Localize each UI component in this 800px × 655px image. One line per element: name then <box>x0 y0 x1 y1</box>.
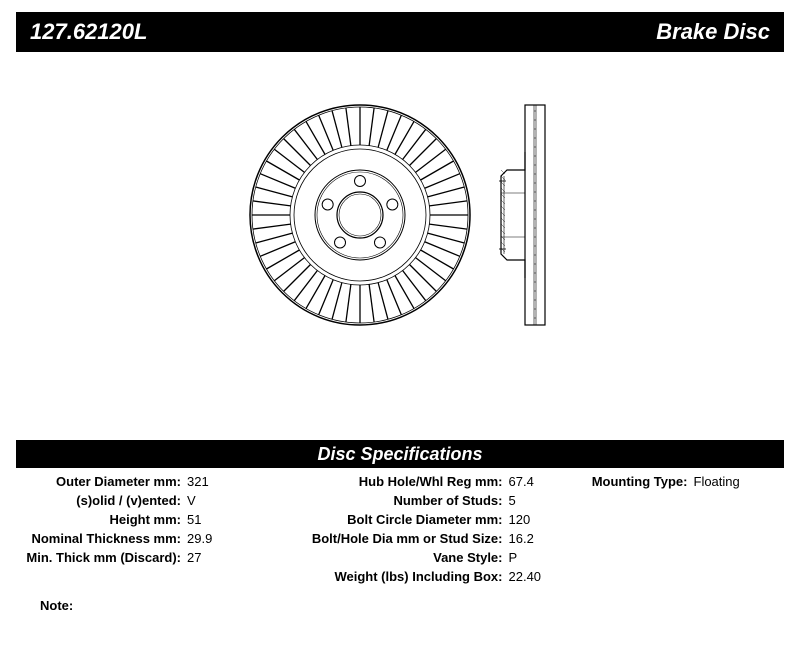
spec-label: Outer Diameter mm: <box>16 474 181 489</box>
spec-value: 67.4 <box>503 474 534 489</box>
spec-section-header: Disc Specifications <box>16 440 784 468</box>
spec-column-3: Mounting Type:Floating <box>573 474 784 584</box>
spec-value: 321 <box>181 474 209 489</box>
spec-value: 51 <box>181 512 201 527</box>
spec-column-1: Outer Diameter mm:321(s)olid / (v)ented:… <box>16 474 275 584</box>
spec-row: Min. Thick mm (Discard):27 <box>16 550 275 565</box>
spec-value: V <box>181 493 196 508</box>
spec-row: Bolt Circle Diameter mm:120 <box>283 512 565 527</box>
spec-value: 27 <box>181 550 201 565</box>
spec-row: Vane Style:P <box>283 550 565 565</box>
technical-diagram <box>0 60 800 370</box>
spec-label: Bolt Circle Diameter mm: <box>283 512 503 527</box>
spec-row: Outer Diameter mm:321 <box>16 474 275 489</box>
spec-label: Bolt/Hole Dia mm or Stud Size: <box>283 531 503 546</box>
spec-label: Mounting Type: <box>573 474 688 489</box>
header-bar: 127.62120L Brake Disc <box>16 12 784 52</box>
note-row: Note: <box>40 598 73 613</box>
spec-row: Height mm:51 <box>16 512 275 527</box>
spec-label: Nominal Thickness mm: <box>16 531 181 546</box>
spec-value: 29.9 <box>181 531 212 546</box>
spec-label: Vane Style: <box>283 550 503 565</box>
spec-label: Hub Hole/Whl Reg mm: <box>283 474 503 489</box>
spec-row: Hub Hole/Whl Reg mm:67.4 <box>283 474 565 489</box>
spec-column-2: Hub Hole/Whl Reg mm:67.4Number of Studs:… <box>283 474 565 584</box>
spec-row: (s)olid / (v)ented:V <box>16 493 275 508</box>
spec-value: P <box>503 550 518 565</box>
spec-grid: Outer Diameter mm:321(s)olid / (v)ented:… <box>16 474 784 584</box>
spec-label: Height mm: <box>16 512 181 527</box>
spec-row: Number of Studs:5 <box>283 493 565 508</box>
spec-label: (s)olid / (v)ented: <box>16 493 181 508</box>
rotor-front-view <box>245 100 475 330</box>
rotor-side-profile <box>495 100 555 330</box>
spec-label: Weight (lbs) Including Box: <box>283 569 503 584</box>
spec-row: Nominal Thickness mm:29.9 <box>16 531 275 546</box>
spec-row: Weight (lbs) Including Box:22.40 <box>283 569 565 584</box>
part-number: 127.62120L <box>30 19 147 45</box>
spec-value: 120 <box>503 512 531 527</box>
product-name: Brake Disc <box>656 19 770 45</box>
note-label: Note: <box>40 598 73 613</box>
spec-value: 22.40 <box>503 569 542 584</box>
spec-label: Number of Studs: <box>283 493 503 508</box>
spec-value: Floating <box>688 474 740 489</box>
spec-value: 16.2 <box>503 531 534 546</box>
spec-row: Mounting Type:Floating <box>573 474 784 489</box>
spec-label: Min. Thick mm (Discard): <box>16 550 181 565</box>
spec-row: Bolt/Hole Dia mm or Stud Size:16.2 <box>283 531 565 546</box>
spec-value: 5 <box>503 493 516 508</box>
